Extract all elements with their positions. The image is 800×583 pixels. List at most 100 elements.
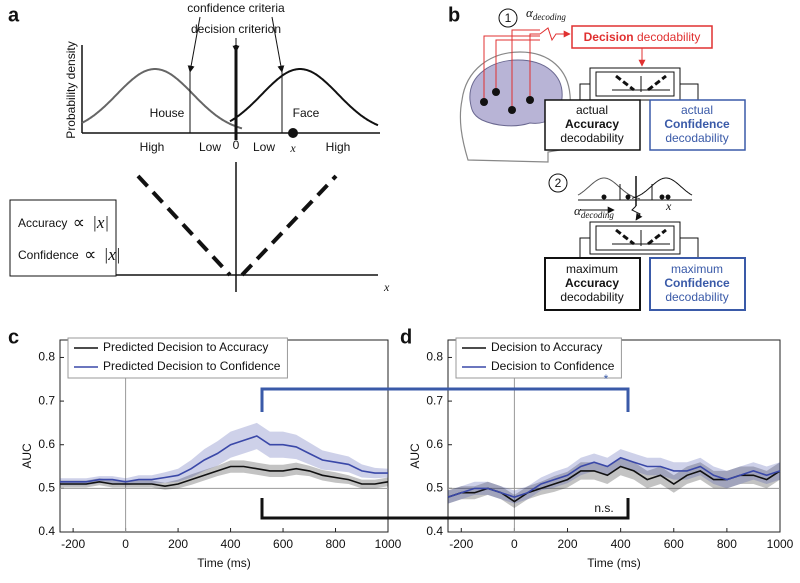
points — [601, 194, 671, 200]
y-tick-label: 0.4 — [426, 524, 443, 538]
scale-label: High — [140, 140, 165, 154]
box-line: Confidence — [664, 276, 730, 290]
box-line: Accuracy — [565, 117, 619, 131]
small-curve — [631, 177, 693, 199]
point — [288, 128, 298, 138]
transform-inner — [595, 225, 675, 251]
y-tick-label: 0.8 — [38, 350, 55, 364]
scale-label: Low — [253, 140, 275, 154]
panel-label: a — [8, 4, 20, 26]
y-axis-label: Probability density — [64, 41, 78, 138]
box-line: actual — [576, 103, 608, 117]
scale-label: x — [289, 141, 296, 155]
error-band — [60, 422, 388, 486]
significance-bracket — [260, 387, 630, 412]
box-line: actual — [681, 103, 713, 117]
panel-label: b — [448, 4, 460, 26]
x-axis-label: Time (ms) — [587, 556, 641, 570]
x-tick-label: 600 — [273, 537, 293, 551]
x-tick-label: 400 — [611, 537, 631, 551]
x-tick-label: 400 — [221, 537, 241, 551]
actual-accuracy-text: actual Accuracy decodability — [560, 103, 623, 145]
x-tick-label: 0 — [122, 537, 129, 551]
ns-label: n.s. — [594, 501, 613, 515]
panel-a-top: confidence criteria decision criterion P… — [64, 1, 380, 155]
arrow — [271, 16, 285, 73]
panel-a-bottom: Accuracy ∝ |x| Confidence ∝ |x| x — [9, 162, 390, 294]
step-circle — [548, 173, 568, 193]
alpha: αdecoding — [526, 5, 566, 22]
decision-label: Decision decodability — [584, 30, 701, 44]
series-line — [60, 465, 389, 488]
actual-confidence-text: actual Confidence decodability — [664, 103, 730, 145]
class-label: House — [150, 106, 185, 120]
step-label: 1 — [505, 11, 512, 25]
arrow — [680, 237, 702, 267]
y-tick-label: 0.6 — [426, 437, 443, 451]
transform-inner — [595, 71, 675, 97]
ns-bracket — [260, 498, 630, 520]
scale-label: High — [326, 140, 351, 154]
max-confidence-text: maximum Confidence decodability — [664, 262, 730, 304]
arrow — [187, 16, 201, 73]
accuracy-v — [240, 174, 338, 277]
box-line: decodability — [665, 131, 728, 145]
alpha: αdecoding — [574, 203, 614, 220]
legend: Decision to Accuracy Decision to Confiden… — [455, 337, 622, 379]
electrodes — [480, 88, 534, 114]
x-tick-label: -200 — [61, 537, 85, 551]
relation: Accuracy ∝ |x| — [18, 213, 109, 233]
x-axis-label: x — [383, 280, 390, 294]
legend-label: Predicted Decision to Confidence — [103, 359, 281, 373]
y-tick-label: 0.7 — [426, 393, 443, 407]
house-curve — [81, 68, 243, 130]
confidence-box — [649, 99, 746, 151]
transform-box — [589, 221, 681, 255]
legend: Predicted Decision to Accuracy Predicted … — [67, 337, 288, 379]
series-line — [447, 456, 781, 498]
arrow — [576, 237, 590, 267]
transform-box — [589, 67, 681, 101]
label: confidence criteria — [187, 1, 285, 15]
significance-label: * — [604, 372, 609, 386]
x-axis-label: Time (ms) — [197, 556, 251, 570]
accuracy-box — [544, 257, 641, 311]
x-tick-label: -200 — [449, 537, 473, 551]
relation: Confidence ∝ |x| — [18, 245, 120, 265]
class-label: Face — [293, 106, 320, 120]
x-tick-label: 200 — [558, 537, 578, 551]
scale-label: Low — [199, 140, 221, 154]
scale-label: 0 — [233, 138, 240, 152]
panel-b: 1 αdecoding Decision decodability actual… — [459, 5, 746, 311]
y-axis-label: AUC — [20, 443, 34, 469]
y-tick-label: 0.6 — [38, 437, 55, 451]
y-tick-label: 0.5 — [426, 481, 443, 495]
error-band — [60, 460, 388, 490]
box-line: Confidence — [664, 117, 730, 131]
y-tick-label: 0.4 — [38, 524, 55, 538]
box-line: decodability — [560, 131, 623, 145]
y-tick-label: 0.8 — [426, 350, 443, 364]
legend-box — [67, 337, 288, 379]
label: decision criterion — [191, 22, 281, 36]
accuracy-v — [136, 174, 232, 277]
x-tick-label: 800 — [326, 537, 346, 551]
small-curve — [577, 177, 641, 200]
relation-box — [9, 199, 117, 277]
box-line: maximum — [566, 262, 618, 276]
step-label: 2 — [555, 176, 562, 190]
v-icon — [615, 228, 667, 246]
max-accuracy-text: maximum Accuracy decodability — [560, 262, 623, 304]
legend-label: Decision to Accuracy — [491, 340, 602, 354]
y-axis-label: AUC — [408, 443, 422, 469]
charts: 0.4 0.5 0.6 0.7 0.8 -200 0 200 400 600 800 1000 Time… — [20, 337, 794, 570]
panel-label: c — [8, 326, 19, 348]
legend-label: Predicted Decision to Accuracy — [103, 340, 268, 354]
brackets: * n.s. — [260, 372, 630, 520]
x-tick-label: 1000 — [375, 537, 402, 551]
series-line — [60, 435, 388, 483]
x-tick-label: 200 — [168, 537, 188, 551]
step-circle — [498, 8, 518, 28]
red-lines — [483, 27, 571, 110]
x-tick-label: 600 — [664, 537, 684, 551]
